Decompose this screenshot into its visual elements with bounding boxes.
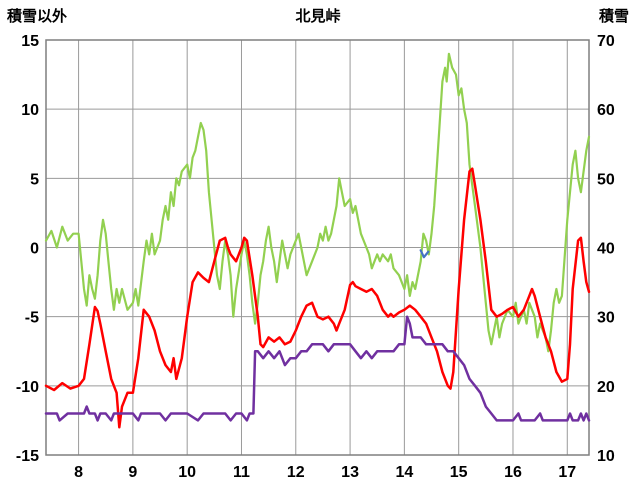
left-axis-tick-label: 5: [30, 171, 39, 188]
right-axis-tick-label: 10: [597, 448, 615, 465]
left-axis-tick-label: 0: [30, 241, 39, 258]
left-axis-tick-label: -5: [25, 310, 39, 327]
x-axis-tick-label: 8: [74, 464, 83, 481]
right-axis-tick-label: 50: [597, 171, 615, 188]
series-green-line: [44, 52, 591, 353]
left-axis-title: 積雪以外: [7, 8, 68, 25]
x-axis-tick-label: 14: [395, 464, 413, 481]
left-axis-tick-label: 10: [21, 102, 39, 119]
x-axis-tick-label: 15: [450, 464, 468, 481]
x-axis-tick-label: 10: [178, 464, 196, 481]
series-blue-line: [419, 249, 430, 259]
x-axis-tick-label: 17: [558, 464, 576, 481]
x-axis-tick-label: 9: [128, 464, 137, 481]
plot-border: [45, 39, 590, 456]
x-axis-tick-label: 12: [287, 464, 305, 481]
right-axis-tick-label: 30: [597, 310, 615, 327]
right-axis-title: 積雪: [598, 8, 629, 25]
right-axis-tick-label: 70: [597, 33, 615, 50]
series-purple-line: [44, 315, 591, 422]
right-axis-tick-label: 20: [597, 379, 615, 396]
series-red-line: [44, 167, 591, 429]
left-axis-tick-label: -10: [16, 379, 39, 396]
x-axis-tick-label: 16: [504, 464, 522, 481]
right-axis-tick-label: 60: [597, 102, 615, 119]
right-axis-tick-label: 40: [597, 241, 615, 258]
x-axis-tick-label: 11: [233, 464, 250, 481]
chart-title: 北見峠: [295, 8, 341, 25]
x-axis-tick-label: 13: [341, 464, 359, 481]
left-axis-tick-label: -15: [16, 448, 39, 465]
left-axis-tick-label: 15: [21, 33, 39, 50]
